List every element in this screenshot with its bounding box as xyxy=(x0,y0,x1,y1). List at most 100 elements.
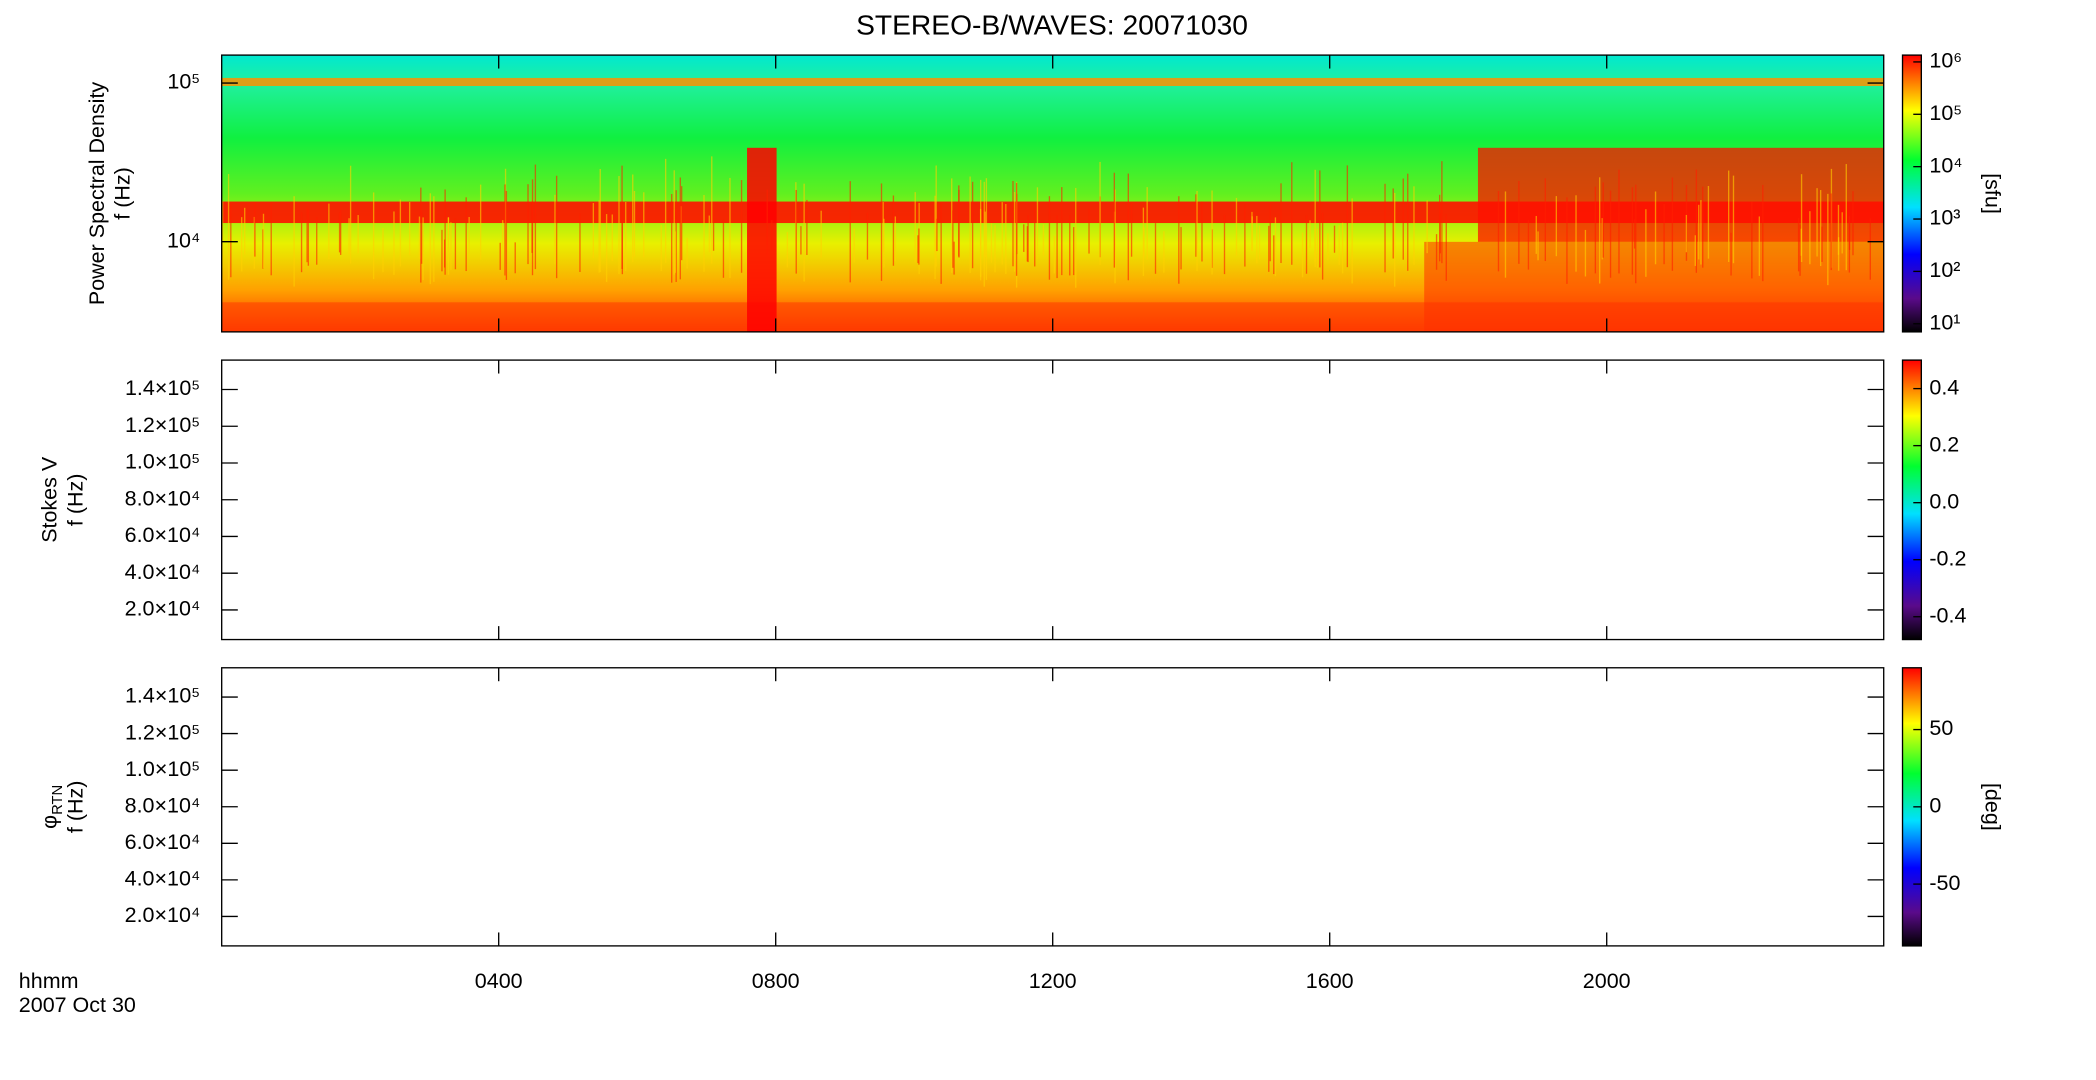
spectrogram-streak xyxy=(1730,232,1732,276)
spectrogram-streak xyxy=(1333,225,1336,253)
colorbar-tick-label: 50 xyxy=(1929,716,1953,740)
spectrogram-streak xyxy=(1291,162,1293,265)
spectrogram-streak xyxy=(1130,203,1133,257)
spectrogram-streak xyxy=(382,228,384,273)
spectrogram-burst xyxy=(1477,147,1884,242)
spectrogram-streak xyxy=(680,186,683,261)
spectrogram-streak xyxy=(555,175,558,279)
spectrogram-streak xyxy=(1142,207,1145,277)
y-axis-label: f (Hz) xyxy=(63,474,87,527)
spectrogram-streak xyxy=(227,173,230,280)
spectrogram-streak xyxy=(1700,200,1702,265)
spectrogram-streak xyxy=(1048,196,1051,280)
spectrogram-streak xyxy=(1797,217,1800,272)
spectrogram-streak xyxy=(1392,188,1394,259)
spectrogram-streak xyxy=(1527,220,1530,270)
spectrogram-streak xyxy=(1654,191,1657,265)
spectrogram-streak xyxy=(880,183,883,281)
spectrogram-streak xyxy=(357,215,359,254)
spectrogram-streak xyxy=(241,217,243,272)
colorbar-tick-label: 0 xyxy=(1929,794,1941,818)
spectrogram-streak xyxy=(1072,227,1075,276)
spectrogram-streak xyxy=(618,175,620,275)
y-tick-label: 1.0×10⁵ xyxy=(125,450,200,474)
spectrogram-streak xyxy=(1269,204,1271,262)
spectrogram-streak xyxy=(1321,212,1324,280)
spectrogram-streak xyxy=(786,232,789,268)
spectrogram-streak xyxy=(443,239,446,268)
spectrogram-streak xyxy=(1034,206,1036,267)
spectrogram-streak xyxy=(300,212,303,273)
spectrogram-streak xyxy=(1178,196,1180,284)
colorbar-tick-label: 10³ xyxy=(1929,206,1960,230)
spectrogram-streak xyxy=(708,215,710,253)
spectrogram-streak xyxy=(1584,229,1587,277)
spectrogram-streak xyxy=(348,218,350,254)
x-tick-label: 0800 xyxy=(752,969,800,993)
colorbar-tick-label: 10¹ xyxy=(1929,310,1960,334)
spectrogram-streak xyxy=(1305,215,1308,274)
spectrogram-streak xyxy=(1762,184,1764,282)
spectrogram-streak xyxy=(914,192,916,263)
spectrogram-streak xyxy=(1099,161,1101,265)
spectrogram-streak xyxy=(1809,211,1811,265)
spectrogram-streak xyxy=(1555,196,1558,257)
spectrogram-streak xyxy=(1314,169,1316,268)
x-tick-label: 1200 xyxy=(1029,969,1077,993)
spectrogram-streak xyxy=(422,217,424,281)
spectrogram-streak xyxy=(1384,183,1386,273)
spectrogram-streak xyxy=(1544,178,1546,262)
spectrogram-streak xyxy=(1602,182,1604,258)
spectrogram-streak xyxy=(1535,215,1537,254)
spectrogram-streak xyxy=(1327,233,1329,261)
y-tick-label: 8.0×10⁴ xyxy=(125,486,201,510)
spectrogram-streak xyxy=(800,226,802,255)
spectrogram-streak xyxy=(1698,204,1700,260)
spectrogram-streak xyxy=(1663,203,1665,265)
spectrogram-streak xyxy=(883,218,885,268)
spectrogram-streak xyxy=(270,202,272,276)
spectrogram-streak xyxy=(527,184,529,265)
spectrogram-streak xyxy=(1196,190,1198,272)
spectrogram-streak xyxy=(1618,169,1620,274)
spectrogram-streak xyxy=(1800,174,1803,262)
spectrogram-streak xyxy=(599,169,601,273)
colorbar-tick-label: 10⁶ xyxy=(1929,49,1962,73)
colorbar-tick-label: 0.0 xyxy=(1929,489,1959,513)
spectrogram-streak xyxy=(803,183,805,282)
spectrogram-streak xyxy=(1518,181,1520,264)
spectrogram-image xyxy=(221,55,1884,332)
spectrogram-streak xyxy=(1837,204,1840,255)
spectrogram-streak xyxy=(1113,172,1116,268)
spectrogram-streak xyxy=(1351,198,1353,284)
spectrogram-streak xyxy=(465,197,467,272)
spectrogram-streak xyxy=(1088,208,1090,254)
y-tick-label: 1.4×10⁵ xyxy=(125,684,200,708)
spectrogram-streak xyxy=(729,177,731,278)
spectrogram-streak xyxy=(1036,187,1039,260)
spectrogram-streak xyxy=(951,178,953,273)
colorbar-label: [sfu] xyxy=(1981,173,2005,214)
spectrogram-streak xyxy=(1497,191,1500,272)
spectrogram-streak xyxy=(1694,235,1696,266)
y-axis-label: f (Hz) xyxy=(63,781,87,834)
spectrogram-streak xyxy=(534,164,537,270)
spectrogram-streak xyxy=(1852,191,1854,256)
y-tick-label: 6.0×10⁴ xyxy=(125,523,201,547)
spectrogram-streak xyxy=(633,190,636,257)
spectrogram-streak xyxy=(771,220,773,250)
spectrogram-streak xyxy=(393,211,395,275)
spectrogram-streak xyxy=(917,235,919,264)
colorbar xyxy=(1901,359,1923,641)
spectrogram-streak xyxy=(1316,228,1319,268)
y-axis-label: f (Hz) xyxy=(110,167,134,220)
colorbar-tick-label: 0.2 xyxy=(1929,432,1959,456)
spectrogram-streak xyxy=(671,193,673,283)
y-tick-label: 1.2×10⁵ xyxy=(125,413,200,437)
spectrogram-streak xyxy=(990,223,993,263)
spectrogram-streak xyxy=(1013,191,1016,272)
spectrogram-streak xyxy=(1841,212,1843,254)
spectrogram-streak xyxy=(293,196,295,287)
colorbar-tick-label: -0.2 xyxy=(1929,546,1966,570)
